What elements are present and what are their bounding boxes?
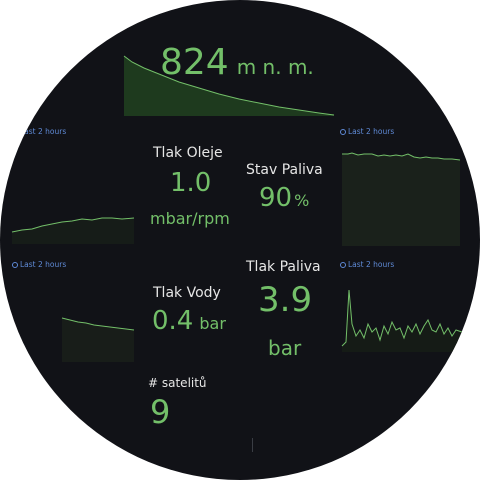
- time-range-picker-right-mid[interactable]: Last 2 hours: [340, 260, 394, 269]
- tick-mark: [252, 438, 253, 452]
- water-pressure-title: Tlak Vody: [153, 285, 221, 301]
- altitude-unit: m n. m.: [236, 55, 314, 79]
- fuel-level-stat: 90 %: [259, 183, 309, 213]
- altitude-sparkline: [123, 55, 335, 116]
- time-range-picker-left-mid[interactable]: Last 2 hours: [12, 260, 66, 269]
- water-pressure-unit: bar: [199, 314, 226, 333]
- water-pressure-stat: 0.4 bar: [152, 306, 226, 336]
- right-mid-sparkline: [341, 289, 463, 352]
- fuel-level-value: 90: [259, 183, 293, 213]
- oil-pressure-title: Tlak Oleje: [153, 145, 223, 161]
- fuel-level-title: Stav Paliva: [246, 162, 323, 178]
- clock-icon: [340, 261, 346, 268]
- fuel-pressure-value: 3.9: [258, 280, 313, 320]
- clock-icon: [12, 261, 18, 268]
- time-range-picker-right-top[interactable]: Last 2 hours: [340, 127, 394, 136]
- clock-icon: [340, 128, 346, 135]
- left-mid-sparkline: [61, 317, 135, 362]
- oil-pressure-unit: mbar/rpm: [150, 209, 230, 228]
- time-range-picker-left-top[interactable]: Last 2 hours: [12, 127, 66, 136]
- satellites-title: # satelitů: [148, 376, 207, 390]
- fuel-pressure-unit: bar: [268, 336, 302, 360]
- satellites-value: 9: [150, 393, 171, 431]
- altitude-value: 824: [160, 42, 229, 83]
- clock-icon: [12, 128, 18, 135]
- fuel-pressure-title: Tlak Paliva: [246, 259, 321, 275]
- water-pressure-value: 0.4: [152, 306, 194, 336]
- oil-pressure-value: 1.0: [170, 168, 212, 198]
- right-top-sparkline: [342, 152, 461, 246]
- left-top-sparkline: [11, 217, 135, 244]
- fuel-level-unit: %: [294, 191, 310, 210]
- altitude-stat: 824 m n. m.: [160, 42, 314, 83]
